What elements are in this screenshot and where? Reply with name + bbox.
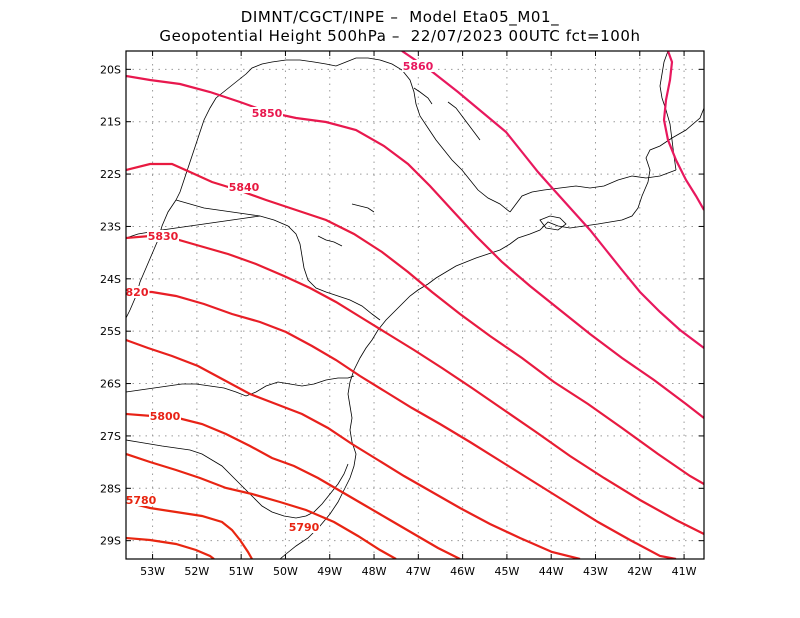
lat-tick-label: 23S	[100, 220, 121, 233]
contour-label-bg	[402, 60, 434, 72]
lat-tick-label: 20S	[100, 63, 121, 76]
contour-label-bg	[251, 107, 283, 119]
lon-tick-label: 49W	[317, 565, 342, 578]
lat-tick-label: 24S	[100, 273, 121, 286]
contour-label-5780: 5780	[126, 494, 157, 507]
contour-line-5810	[126, 338, 581, 559]
reservoir-3	[351, 203, 375, 213]
contour-line-5850	[126, 74, 704, 419]
lon-tick-label: 42W	[627, 565, 652, 578]
state-border-mg-rj	[509, 169, 677, 213]
contour-line-5860	[401, 51, 704, 349]
lon-tick-label: 48W	[362, 565, 387, 578]
contour-label-bg	[124, 286, 150, 298]
axes: 53W 52W 51W 50W 49W 48W 47W 46W 45W 44W 43W 42W 41W 2…	[100, 51, 704, 578]
contour-line-5820	[126, 290, 677, 559]
coastline	[279, 107, 704, 559]
lon-tick-label: 46W	[450, 565, 475, 578]
state-border-ms-pr	[126, 215, 261, 239]
coastline-and-borders	[126, 51, 704, 559]
lon-tick-label: 45W	[494, 565, 519, 578]
contour-label-5790: 5790	[289, 521, 320, 534]
reservoir-4	[317, 235, 343, 247]
lon-tick-label: 52W	[184, 565, 209, 578]
island-coast	[539, 215, 567, 231]
reservoir-1	[447, 101, 481, 141]
state-border-sc-rs	[126, 439, 349, 519]
lon-tick-label: 44W	[539, 565, 564, 578]
lat-tick-label: 27S	[100, 430, 121, 443]
lat-tick-label: 26S	[100, 378, 121, 391]
contour-line-5800	[126, 412, 461, 559]
contour-line-5790	[126, 452, 397, 559]
river-parana	[126, 199, 177, 319]
reservoir-2	[413, 87, 433, 105]
contour-line-5780-segment	[126, 536, 215, 559]
lon-tick-label: 43W	[583, 565, 608, 578]
contour-label-5840: 5840	[229, 181, 260, 194]
contour-label-5800: 5800	[150, 410, 181, 423]
contour-line-5860-segment	[662, 51, 704, 211]
lat-tick-label: 21S	[100, 116, 121, 129]
contour-label-bg	[288, 521, 320, 533]
graticule	[126, 51, 704, 559]
contour-label-5860: 5860	[403, 60, 434, 73]
lat-tick-label: 28S	[100, 482, 121, 495]
contour-labels: 5860 5850 5840 5830 820 5800 5790 5780	[124, 60, 434, 534]
lat-tick-label: 22S	[100, 168, 121, 181]
lon-tick-label: 50W	[273, 565, 298, 578]
contour-line-5780	[126, 500, 253, 559]
lon-tick-label: 53W	[140, 565, 165, 578]
contour-label-bg	[228, 181, 260, 193]
state-border-mg-es	[659, 51, 677, 171]
contour-label-5830: 5830	[148, 230, 179, 243]
contour-label-bg	[147, 230, 179, 242]
contour-line-5830	[126, 234, 704, 535]
contour-label-5820: 820	[126, 286, 149, 299]
plot-frame	[125, 50, 705, 560]
contour-label-5850: 5850	[252, 107, 283, 120]
contour-label-bg	[149, 410, 181, 422]
chart-title-line-2: Geopotential Height 500hPa – 22/07/2023 …	[159, 27, 641, 45]
lat-tick-label: 25S	[100, 325, 121, 338]
state-border-pr-sc	[126, 375, 355, 397]
lat-tick-label: 29S	[100, 535, 121, 548]
state-border-sp-pr	[175, 199, 381, 321]
chart-title-line-1: DIMNT/CGCT/INPE – Model Eta05_M01_	[240, 8, 560, 26]
state-border-sp-mg	[175, 57, 511, 213]
lon-tick-label: 41W	[672, 565, 697, 578]
contour-lines	[126, 51, 704, 559]
lon-tick-label: 51W	[229, 565, 254, 578]
contour-label-bg	[125, 494, 157, 506]
contour-line-5840	[126, 162, 704, 485]
lon-tick-label: 47W	[406, 565, 431, 578]
